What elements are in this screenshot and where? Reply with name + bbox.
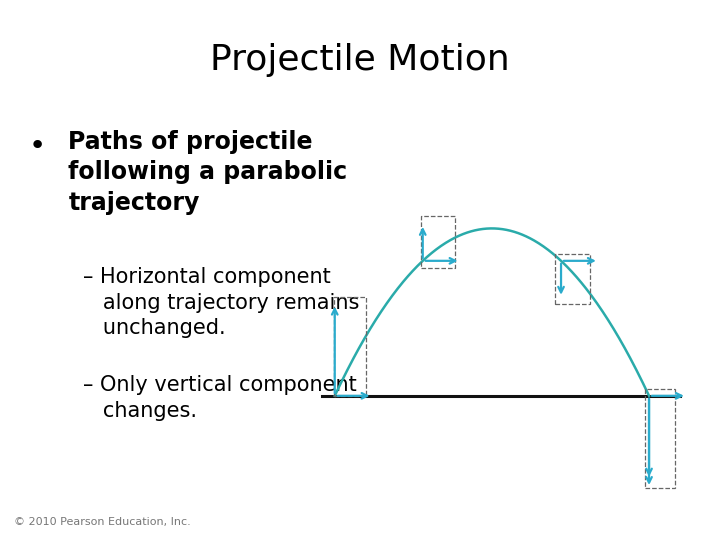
Text: © 2010 Pearson Education, Inc.: © 2010 Pearson Education, Inc.: [14, 516, 191, 526]
Text: Paths of projectile
following a parabolic
trajectory: Paths of projectile following a paraboli…: [68, 130, 348, 215]
Text: •: •: [29, 132, 46, 160]
Bar: [420, 215, 455, 267]
Text: – Only vertical component
   changes.: – Only vertical component changes.: [83, 375, 356, 421]
Bar: [555, 254, 590, 305]
Bar: [645, 389, 675, 488]
Text: – Horizontal component
   along trajectory remains
   unchanged.: – Horizontal component along trajectory …: [83, 267, 359, 339]
Bar: [334, 297, 366, 396]
Text: Projectile Motion: Projectile Motion: [210, 43, 510, 77]
